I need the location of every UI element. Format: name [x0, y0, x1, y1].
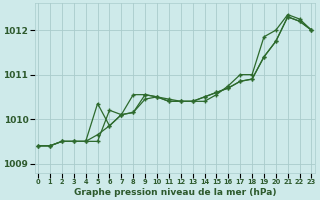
X-axis label: Graphe pression niveau de la mer (hPa): Graphe pression niveau de la mer (hPa) [74, 188, 276, 197]
